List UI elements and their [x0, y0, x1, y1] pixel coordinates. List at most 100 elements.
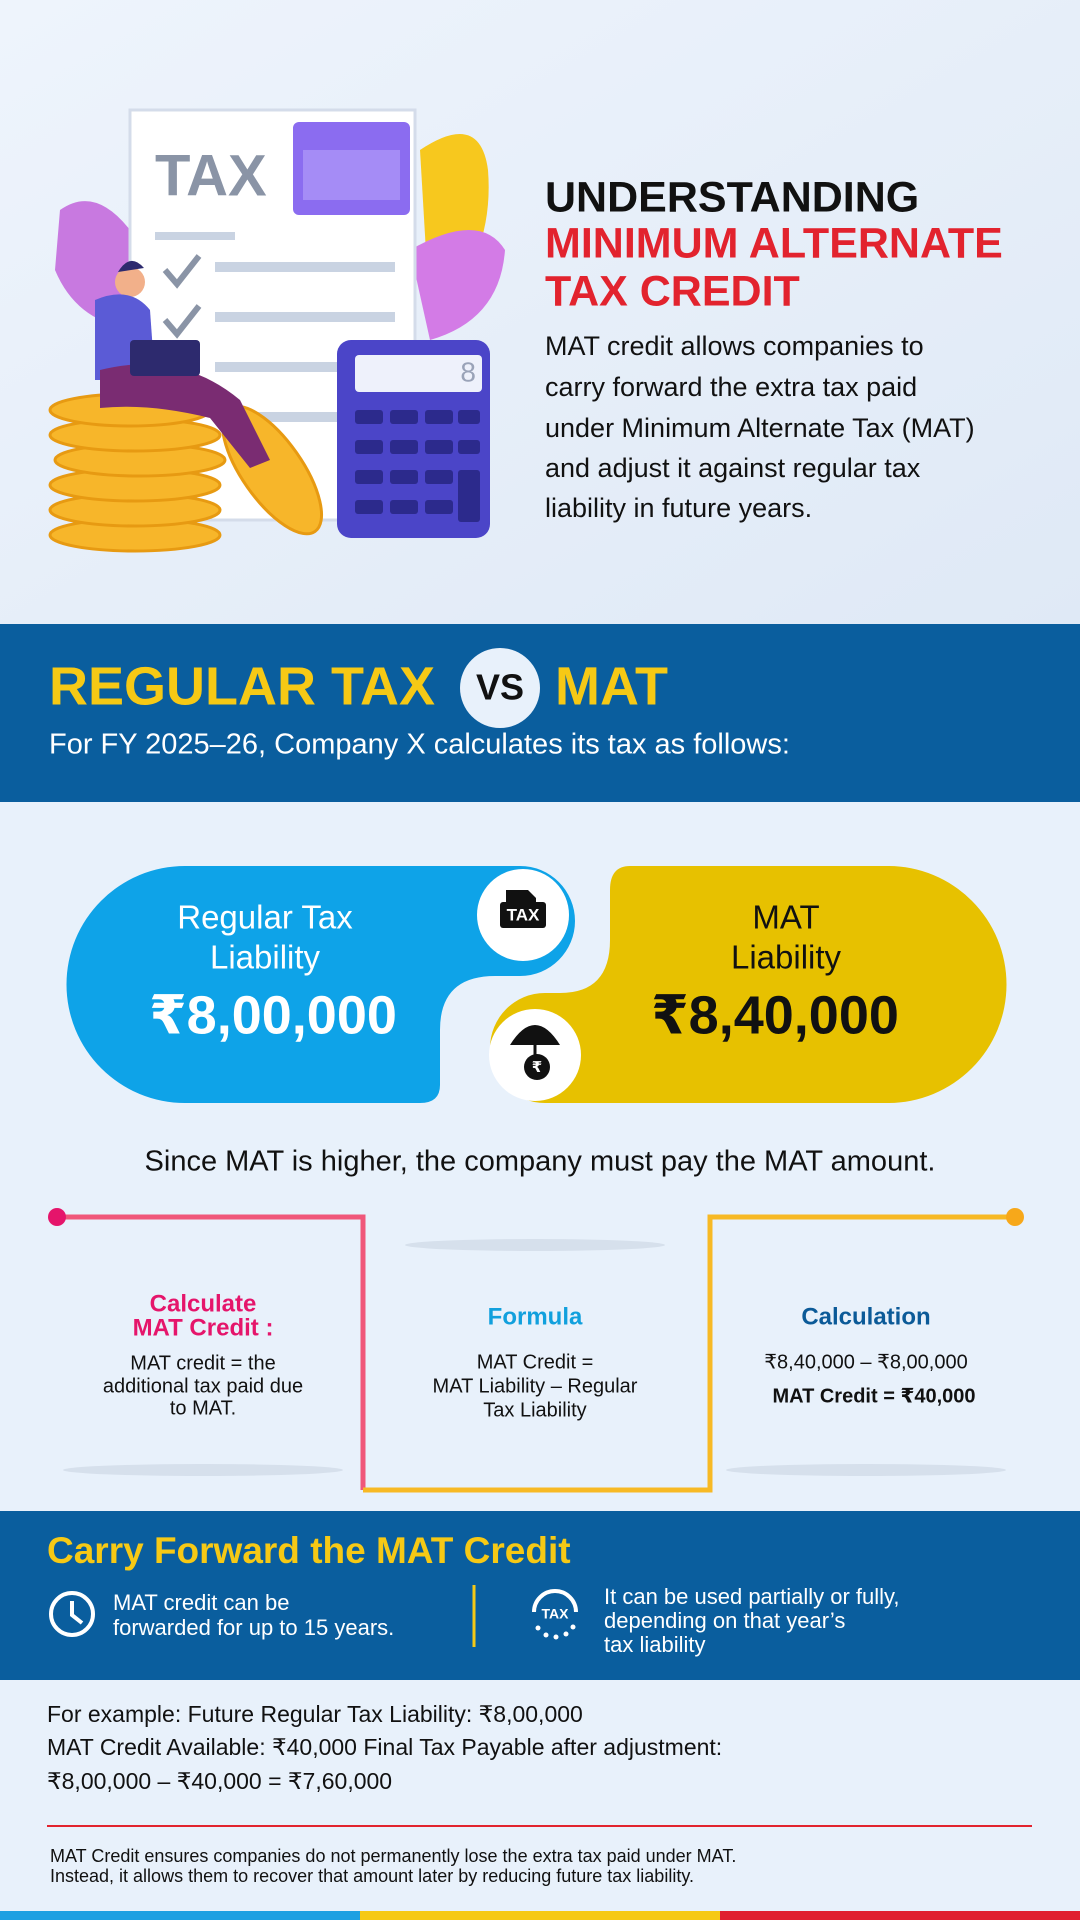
doc-line [215, 312, 395, 322]
banner-subtitle: For FY 2025–26, Company X calculates its… [49, 729, 790, 761]
color-strip [360, 1911, 720, 1920]
decoration [118, 260, 144, 272]
decoration [425, 500, 453, 514]
calculator-keys [355, 410, 480, 522]
banner-heading: MAT [555, 656, 668, 716]
card-value: ₹8,40,000 [651, 985, 899, 1045]
decoration [425, 470, 453, 484]
decoration [535, 1625, 541, 1631]
example-text: ₹8,00,000 – ₹40,000 = ₹7,60,000 [47, 1768, 392, 1794]
vs-label: VS [476, 667, 524, 708]
document-label: TAX [155, 143, 267, 208]
decoration [425, 410, 453, 424]
carry-forward-text: depending on that year’s [604, 1608, 845, 1633]
purple-leaf [410, 230, 505, 340]
shadow [726, 1464, 1006, 1476]
connector-line [57, 1214, 366, 1490]
step-body: MAT Liability – Regular [433, 1375, 638, 1397]
carry-forward-text: It can be used partially or fully, [604, 1584, 900, 1609]
shadow [405, 1239, 665, 1251]
comparison-banner [0, 624, 1080, 802]
calendar-grid [303, 150, 400, 200]
tax-icon [500, 902, 546, 928]
check-mark [162, 254, 202, 289]
decoration [543, 1632, 549, 1638]
connector-dot [48, 1208, 66, 1226]
decoration [458, 410, 480, 424]
decoration [390, 500, 418, 514]
connector-dot [1006, 1208, 1024, 1226]
decoration [390, 470, 418, 484]
example-text: MAT Credit Available: ₹40,000 Final Tax … [47, 1734, 722, 1760]
card-label: MAT [752, 899, 819, 936]
hero-description: under Minimum Alternate Tax (MAT) [545, 413, 975, 443]
decoration [458, 470, 480, 522]
step-heading: Calculate [150, 1290, 257, 1317]
hero-description: and adjust it against regular tax [545, 453, 921, 483]
decoration [355, 500, 383, 514]
tax-badge-label: TAX [542, 1606, 570, 1622]
check-mark [162, 304, 202, 339]
person [95, 260, 270, 468]
regular-tax-card [66, 866, 575, 1103]
hero-description: liability in future years. [545, 493, 812, 523]
decoration [425, 440, 453, 454]
doc-line [215, 412, 375, 422]
calculator-digit: 8 [460, 356, 476, 387]
tax-badge-icon [532, 1589, 578, 1613]
step-body: MAT Credit = [477, 1351, 594, 1373]
footer-text: Instead, it allows them to recover that … [50, 1866, 694, 1886]
color-strip [0, 1911, 360, 1920]
hero-illustration: TAX 8 [48, 108, 505, 553]
step-heading: Formula [488, 1303, 583, 1330]
step-body: MAT credit = the [130, 1352, 275, 1374]
shadow [63, 1464, 343, 1476]
hero-title-highlight: MINIMUM ALTERNATE [545, 219, 1003, 267]
tax-icon-label: TAX [507, 905, 540, 924]
rupee-coin [524, 1054, 550, 1080]
decoration [115, 267, 145, 297]
step-body: ₹8,40,000 – ₹8,00,000 [764, 1351, 967, 1373]
tax-icon [506, 890, 536, 902]
decoration [130, 340, 200, 376]
card-label: Liability [731, 939, 842, 976]
vs-badge [460, 648, 540, 728]
clock-icon [49, 1591, 95, 1637]
mat-card [490, 866, 1007, 1103]
step-heading: Calculation [801, 1303, 930, 1330]
decoration [355, 440, 383, 454]
coin-stack [48, 392, 227, 553]
step-body: to MAT. [170, 1397, 236, 1419]
decoration [355, 410, 383, 424]
doc-line [215, 362, 395, 372]
decoration [355, 470, 383, 484]
decoration [458, 440, 480, 454]
decoration [390, 410, 418, 424]
step-result: MAT Credit = ₹40,000 [772, 1385, 975, 1407]
conclusion: Since MAT is higher, the company must pa… [145, 1146, 936, 1178]
step-heading: MAT Credit : [133, 1314, 274, 1341]
hero-description: carry forward the extra tax paid [545, 372, 917, 402]
card-value: ₹8,00,000 [149, 985, 397, 1045]
decoration [570, 1624, 576, 1630]
doc-line [155, 232, 235, 240]
footer-text: MAT Credit ensures companies do not perm… [50, 1846, 736, 1866]
connector-line [363, 1214, 1015, 1493]
tax-badge-icon [535, 1624, 576, 1640]
banner-heading: REGULAR TAX [49, 656, 435, 716]
hero-description: MAT credit allows companies to [545, 331, 924, 361]
decoration [553, 1634, 559, 1640]
rupee-icon-label: ₹ [532, 1059, 542, 1076]
step-body: Tax Liability [483, 1399, 586, 1421]
carry-forward-text: tax liability [604, 1632, 705, 1657]
example-text: For example: Future Regular Tax Liabilit… [47, 1701, 583, 1727]
hero-title-highlight: TAX CREDIT [545, 267, 800, 315]
card-label: Liability [210, 939, 321, 976]
color-strip [720, 1911, 1080, 1920]
decoration [390, 440, 418, 454]
hero-title: UNDERSTANDING [545, 173, 919, 221]
carry-forward-heading: Carry Forward the MAT Credit [47, 1530, 571, 1571]
card-label: Regular Tax [177, 899, 353, 936]
